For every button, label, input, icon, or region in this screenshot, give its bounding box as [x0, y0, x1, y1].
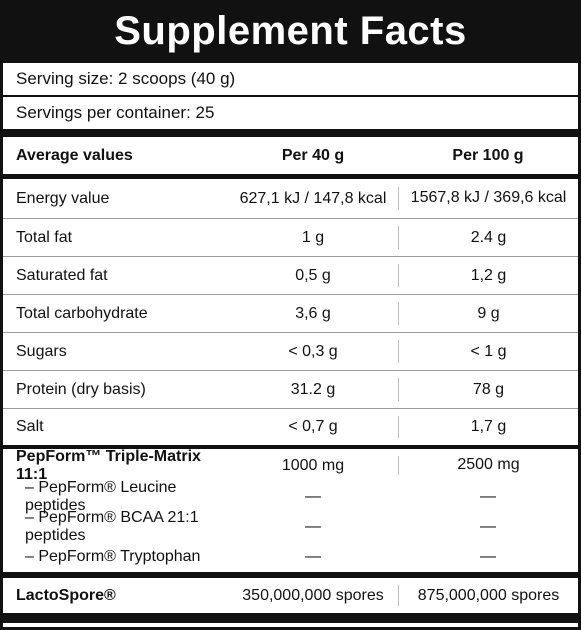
table-row: – PepForm® BCAA 21:1 peptides — —: [3, 509, 578, 544]
table-cell: Total fat: [16, 228, 73, 246]
table-cell: —: [305, 488, 321, 505]
table-cell: 0,5 g: [295, 266, 331, 284]
table-body: Energy value 627,1 kJ / 147,8 kcal 1567,8 …: [3, 179, 578, 623]
separator: [3, 332, 578, 333]
table-row: Saturated fat 0,5 g 1,2 g: [3, 257, 578, 294]
table-row: Energy value 627,1 kJ / 147,8 kcal 1567,8 …: [3, 179, 578, 218]
table-header: Average values Per 40 g Per 100 g: [3, 137, 578, 174]
table-row: Protein (dry basis) 31.2 g 78 g: [3, 371, 578, 408]
table-cell: 875,000,000 spores: [398, 585, 578, 606]
table-cell: 350,000,000 spores: [242, 586, 384, 604]
table-cell: < 0,3 g: [288, 342, 338, 360]
table-cell: —: [480, 548, 496, 565]
table-cell: Energy value: [16, 189, 110, 207]
table-cell: 2500 mg: [398, 455, 578, 476]
table-row: – PepForm® Tryptophan — —: [3, 542, 578, 572]
table-cell: —: [480, 488, 496, 505]
separator: [3, 370, 578, 371]
table-cell: 627,1 kJ / 147,8 kcal: [239, 189, 387, 207]
table-cell: —: [480, 518, 496, 535]
table-row: PepForm™ Triple-Matrix 11:1 1000 mg 2500 m…: [3, 447, 578, 483]
table-cell: < 0,7 g: [288, 418, 338, 435]
header-cell: Per 100 g: [452, 146, 524, 164]
servings-per-container: Servings per container: 25: [16, 103, 215, 122]
separator: [3, 294, 578, 295]
table-cell: – PepForm® Leucine peptides: [25, 479, 177, 514]
table-cell: < 1 g: [398, 340, 578, 363]
table-cell: Saturated fat: [16, 266, 108, 284]
separator: [3, 445, 578, 449]
table-cell: 9 g: [398, 302, 578, 325]
separator: [3, 613, 578, 623]
table-cell: —: [305, 518, 321, 535]
header-cell: Average values: [16, 146, 133, 164]
table-cell: 1,7 g: [398, 416, 578, 438]
table-cell: 2.4 g: [398, 226, 578, 249]
table-cell: – PepForm® BCAA 21:1 peptides: [25, 509, 199, 544]
table-row: Sugars < 0,3 g < 1 g: [3, 333, 578, 370]
table-cell: 1 g: [301, 228, 325, 246]
separator: [3, 408, 578, 409]
separator: [3, 256, 578, 257]
table-cell: Protein (dry basis): [16, 380, 146, 398]
serving-size: Serving size: 2 scoops (40 g): [16, 69, 236, 88]
table-cell: 31.2 g: [290, 380, 336, 398]
table-cell: Total carbohydrate: [16, 304, 148, 322]
table-cell: 1,2 g: [398, 264, 578, 287]
title: Supplement Facts: [3, 3, 578, 59]
table-cell: 78 g: [398, 378, 578, 401]
separator: [3, 218, 578, 219]
table-cell: 3,6 g: [295, 304, 331, 322]
table-row: Salt < 0,7 g 1,7 g: [3, 409, 578, 445]
table-row: Total carbohydrate 3,6 g 9 g: [3, 295, 578, 332]
table-cell: – PepForm® Tryptophan: [25, 548, 201, 565]
separator: [3, 572, 578, 578]
table-cell: Salt: [16, 418, 44, 435]
table-cell: 1000 mg: [281, 456, 345, 474]
table-row: LactoSpore® 350,000,000 spores 875,000,000…: [3, 578, 578, 613]
table-cell: 1567,8 kJ / 369,6 kcal: [398, 186, 578, 211]
table-cell: —: [305, 548, 321, 565]
table-row: – PepForm® Leucine peptides — —: [3, 479, 578, 514]
header-cell: Per 40 g: [281, 146, 345, 164]
table-cell: Sugars: [16, 342, 67, 360]
table-cell: PepForm™ Triple-Matrix 11:1: [16, 447, 201, 483]
table-row: Total fat 1 g 2.4 g: [3, 219, 578, 256]
table-cell: LactoSpore®: [16, 586, 116, 604]
